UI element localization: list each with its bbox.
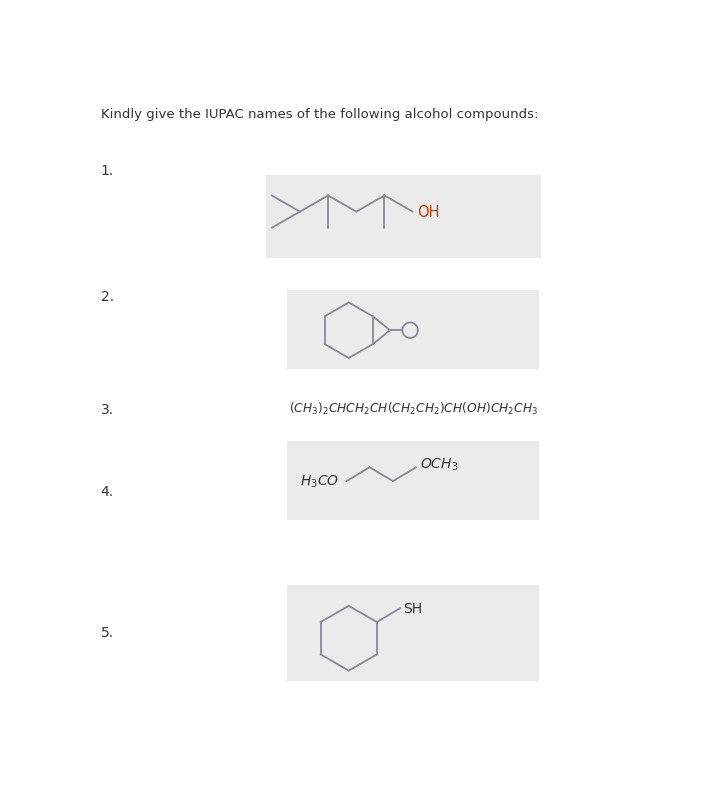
Text: Kindly give the IUPAC names of the following alcohol compounds:: Kindly give the IUPAC names of the follo… (101, 107, 538, 121)
FancyBboxPatch shape (266, 176, 541, 258)
Text: 1.: 1. (101, 164, 114, 178)
Text: 4.: 4. (101, 484, 114, 499)
FancyBboxPatch shape (287, 585, 538, 682)
Text: 5.: 5. (101, 626, 114, 639)
Text: 3.: 3. (101, 403, 114, 416)
FancyBboxPatch shape (287, 442, 538, 520)
Text: $H_3CO$: $H_3CO$ (300, 473, 339, 490)
FancyBboxPatch shape (287, 291, 538, 369)
Text: 2.: 2. (101, 290, 114, 303)
Text: OH: OH (417, 205, 440, 220)
Text: $(CH_3)_2CHCH_2CH(CH_2CH_2)CH(OH)CH_2CH_3$: $(CH_3)_2CHCH_2CH(CH_2CH_2)CH(OH)CH_2CH_… (289, 400, 538, 416)
Text: SH: SH (404, 602, 422, 615)
Text: $OCH_3$: $OCH_3$ (420, 456, 458, 473)
